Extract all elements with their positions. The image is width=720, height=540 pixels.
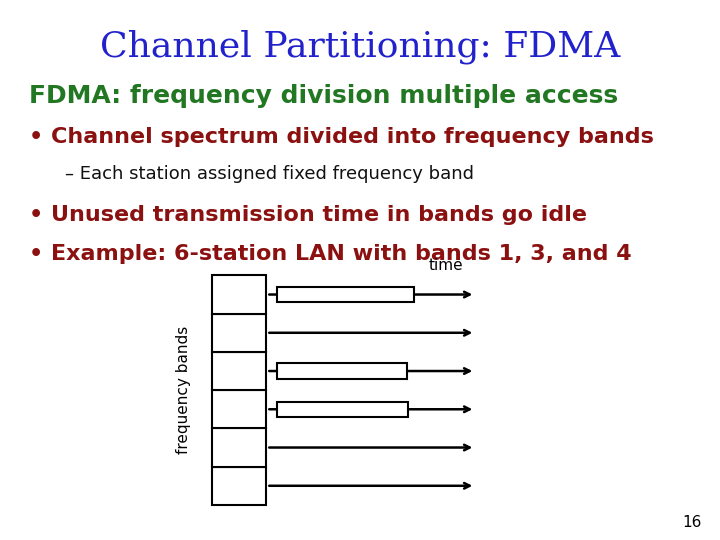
- Bar: [212, 428, 266, 467]
- Bar: [212, 275, 266, 314]
- Text: frequency bands: frequency bands: [176, 326, 191, 454]
- Text: time: time: [428, 258, 463, 273]
- Bar: [212, 314, 266, 352]
- Text: • Unused transmission time in bands go idle: • Unused transmission time in bands go i…: [29, 205, 587, 225]
- Text: 16: 16: [683, 515, 702, 530]
- Bar: [212, 467, 266, 505]
- Text: – Each station assigned fixed frequency band: – Each station assigned fixed frequency …: [65, 165, 474, 183]
- Bar: [212, 352, 266, 390]
- Text: • Channel spectrum divided into frequency bands: • Channel spectrum divided into frequenc…: [29, 127, 654, 147]
- Bar: [212, 390, 266, 428]
- Bar: [277, 287, 414, 302]
- Bar: [277, 402, 408, 417]
- Text: • Example: 6-station LAN with bands 1, 3, and 4: • Example: 6-station LAN with bands 1, 3…: [29, 244, 631, 264]
- Bar: [277, 363, 407, 379]
- Text: Channel Partitioning: FDMA: Channel Partitioning: FDMA: [100, 30, 620, 64]
- Text: FDMA: frequency division multiple access: FDMA: frequency division multiple access: [29, 84, 618, 107]
